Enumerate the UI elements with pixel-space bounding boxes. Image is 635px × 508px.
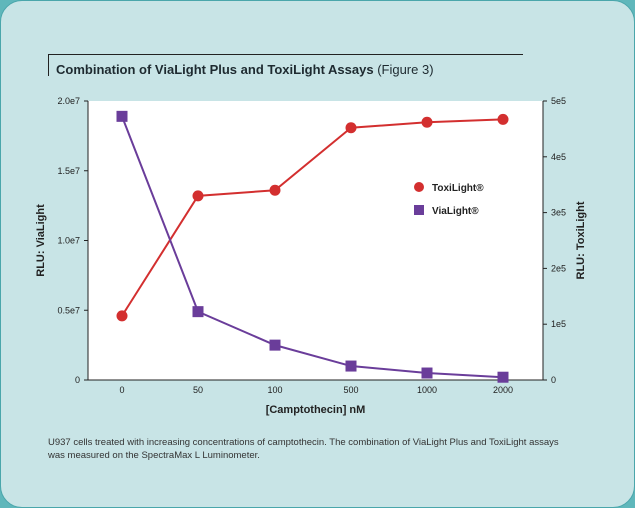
x-tick-label: 1000 [417,385,437,395]
right-tick-label: 5e5 [551,96,566,106]
x-tick-label: 500 [343,385,358,395]
legend-label: ViaLight® [432,206,479,217]
figure-title-main: Combination of ViaLight Plus and ToxiLig… [56,62,374,77]
data-point [421,367,433,379]
data-point [116,310,128,322]
y-axis-label-left: RLU: ViaLight [35,204,47,277]
data-point [421,116,433,128]
x-tick-label: 50 [193,385,203,395]
legend-marker [414,182,424,192]
data-point [345,122,357,134]
data-point [345,360,357,372]
legend-marker [414,205,424,215]
data-point [269,184,281,196]
left-tick-label: 0.5e7 [57,305,80,315]
left-tick-label: 1.5e7 [57,166,80,176]
left-tick-label: 0 [75,375,80,385]
data-point [192,306,204,318]
right-tick-label: 1e5 [551,319,566,329]
figure-title-sub: (Figure 3) [377,62,434,77]
right-tick-label: 2e5 [551,263,566,273]
title-rule [48,54,523,55]
left-tick-label: 2.0e7 [57,96,80,106]
data-point [497,371,509,383]
y-axis-label-right: RLU: ToxiLight [575,201,587,279]
left-tick-label: 1.0e7 [57,236,80,246]
data-point [497,113,509,125]
data-point [116,110,128,122]
x-tick-label: 100 [267,385,282,395]
right-tick-label: 0 [551,375,556,385]
right-tick-label: 4e5 [551,152,566,162]
plot-area [88,101,543,380]
legend-label: ToxiLight® [432,183,484,194]
title-rule-side [48,54,49,76]
x-tick-label: 0 [119,385,124,395]
series-line [121,118,504,317]
data-point [192,190,204,202]
figure-title: Combination of ViaLight Plus and ToxiLig… [56,62,434,77]
figure-caption: U937 cells treated with increasing conce… [48,437,559,461]
series-line [121,115,504,379]
right-tick-label: 3e5 [551,208,566,218]
data-point [269,339,281,351]
x-axis-label: [Camptothecin] nM [266,404,366,416]
x-tick-label: 2000 [493,385,513,395]
